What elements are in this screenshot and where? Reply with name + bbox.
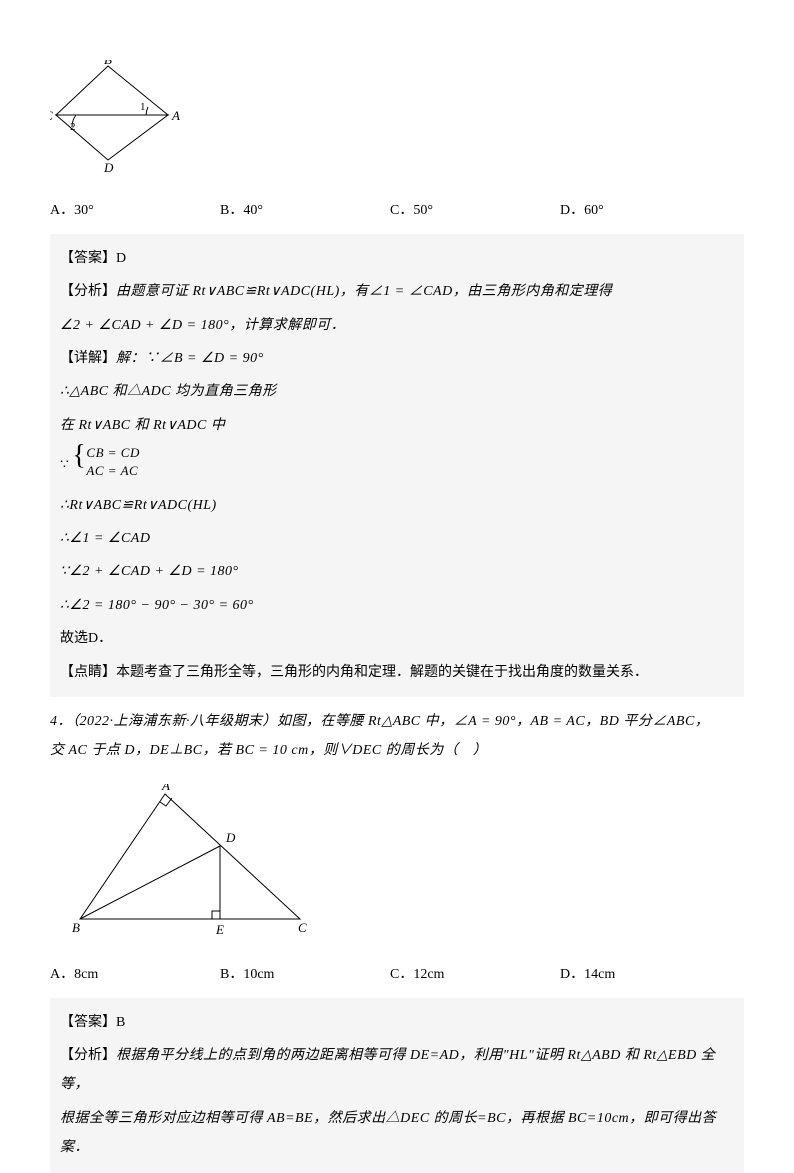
q3-step3: 在 Rt∨ABC 和 Rt∨ADC 中 bbox=[60, 411, 734, 440]
q3-svg: A B C D 1 2 bbox=[50, 60, 190, 175]
label-B: B bbox=[104, 60, 112, 67]
q3-opt-b[interactable]: B．40° bbox=[220, 196, 390, 225]
q3-step7: ∵∠2 + ∠CAD + ∠D = 180° bbox=[60, 557, 734, 586]
q4-analysis: 【分析】根据角平分线上的点到角的两边距离相等可得 DE=AD，利用"HL"证明 … bbox=[60, 1041, 734, 1100]
angle-1: 1 bbox=[140, 101, 146, 113]
label-A: A bbox=[171, 108, 180, 123]
q4-solution: 【答案】B 【分析】根据角平分线上的点到角的两边距离相等可得 DE=AD，利用"… bbox=[50, 998, 744, 1173]
q3-opt-a[interactable]: A．30° bbox=[50, 196, 220, 225]
angle-2: 2 bbox=[70, 121, 76, 133]
label-D: D bbox=[103, 160, 114, 175]
q3-step6: ∴∠1 = ∠CAD bbox=[60, 524, 734, 553]
q4-options: A．8cm B．10cm C．12cm D．14cm bbox=[50, 960, 744, 989]
q4-label-B: B bbox=[72, 920, 80, 935]
q3-step2: ∴△ABC 和△ADC 均为直角三角形 bbox=[60, 377, 734, 406]
q4-diagram: A B C D E bbox=[70, 784, 744, 950]
q4-opt-c[interactable]: C．12cm bbox=[390, 960, 560, 989]
q4-opt-d[interactable]: D．14cm bbox=[560, 960, 730, 989]
q4-opt-b[interactable]: B．10cm bbox=[220, 960, 390, 989]
q4-analysis2: 根据全等三角形对应边相等可得 AB=BE，然后求出△DEC 的周长=BC，再根据… bbox=[60, 1104, 734, 1163]
q3-step9: 故选D． bbox=[60, 624, 734, 653]
q4-label-C: C bbox=[298, 920, 307, 935]
q3-brace: ∵ { CB = CD AC = AC bbox=[60, 444, 734, 487]
label-C: C bbox=[50, 108, 53, 123]
q3-answer: 【答案】D bbox=[60, 244, 734, 273]
q3-analysis2: ∠2 + ∠CAD + ∠D = 180°，计算求解即可． bbox=[60, 311, 734, 340]
q3-opt-d[interactable]: D．60° bbox=[560, 196, 730, 225]
q4-line1: 4．（2022·上海浦东新·八年级期末）如图，在等腰 Rt△ABC 中，∠A =… bbox=[50, 707, 744, 736]
q3-solution: 【答案】D 【分析】由题意可证 Rt∨ABC≌Rt∨ADC(HL)，有∠1 = … bbox=[50, 234, 744, 697]
q4-question: 4．（2022·上海浦东新·八年级期末）如图，在等腰 Rt△ABC 中，∠A =… bbox=[50, 707, 744, 766]
q3-step8: ∴∠2 = 180° − 90° − 30° = 60° bbox=[60, 591, 734, 620]
q3-opt-c[interactable]: C．50° bbox=[390, 196, 560, 225]
q4-opt-a[interactable]: A．8cm bbox=[50, 960, 220, 989]
q3-step5: ∴Rt∨ABC≌Rt∨ADC(HL) bbox=[60, 491, 734, 520]
q3-diagram: A B C D 1 2 bbox=[50, 60, 744, 186]
q4-svg: A B C D E bbox=[70, 784, 320, 939]
q4-label-A: A bbox=[161, 784, 170, 793]
q3-detail: 【详解】解：∵∠B = ∠D = 90° bbox=[60, 344, 734, 373]
q4-answer: 【答案】B bbox=[60, 1008, 734, 1037]
q3-analysis: 【分析】由题意可证 Rt∨ABC≌Rt∨ADC(HL)，有∠1 = ∠CAD，由… bbox=[60, 277, 734, 306]
q4-label-D: D bbox=[225, 830, 236, 845]
q4-label-E: E bbox=[215, 922, 224, 937]
q3-options: A．30° B．40° C．50° D．60° bbox=[50, 196, 744, 225]
q4-line2: 交 AC 于点 D，DE⊥BC，若 BC = 10 cm，则∨DEC 的周长为（… bbox=[50, 736, 744, 765]
q3-summary: 【点睛】本题考查了三角形全等，三角形的内角和定理．解题的关键在于找出角度的数量关… bbox=[60, 658, 734, 687]
